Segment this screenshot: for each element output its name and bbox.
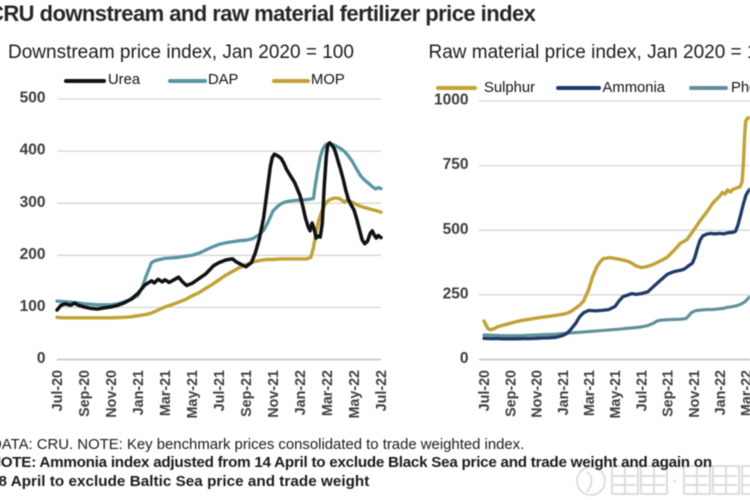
svg-text:Jul-20: Jul-20 (477, 370, 493, 411)
svg-text:Nov-21: Nov-21 (266, 370, 282, 418)
svg-text:100: 100 (20, 298, 46, 315)
svg-text:300: 300 (20, 194, 46, 211)
svg-text:May-22: May-22 (347, 370, 363, 419)
svg-text:Jan-22: Jan-22 (713, 370, 729, 415)
svg-text:Mar-21: Mar-21 (582, 370, 598, 416)
svg-text:Sep-20: Sep-20 (503, 370, 519, 417)
svg-text:Nov-20: Nov-20 (104, 370, 120, 418)
svg-text:750: 750 (443, 156, 469, 173)
svg-text:Jul-22: Jul-22 (374, 370, 390, 411)
svg-text:500: 500 (443, 221, 469, 238)
svg-text:400: 400 (20, 142, 46, 159)
svg-text:May-21: May-21 (185, 370, 201, 419)
svg-text:Sep-20: Sep-20 (77, 370, 93, 417)
svg-text:Mar-21: Mar-21 (158, 370, 174, 416)
svg-text:Jan-21: Jan-21 (556, 370, 572, 415)
svg-text:Jan-21: Jan-21 (131, 370, 147, 415)
svg-text:Sep-21: Sep-21 (661, 370, 677, 417)
svg-text:Mar-22: Mar-22 (320, 370, 336, 416)
svg-text:Jul-21: Jul-21 (634, 370, 650, 411)
svg-text:Sep-21: Sep-21 (239, 370, 255, 417)
svg-text:Mar-22: Mar-22 (739, 370, 750, 416)
svg-text:1000: 1000 (434, 92, 468, 109)
svg-text:200: 200 (20, 246, 46, 263)
svg-text:Jul-21: Jul-21 (212, 370, 228, 411)
svg-text:Nov-20: Nov-20 (530, 370, 546, 418)
svg-text:0: 0 (460, 350, 469, 367)
svg-text:Jan-22: Jan-22 (293, 370, 309, 415)
svg-text:Nov-21: Nov-21 (687, 370, 703, 418)
svg-text:500: 500 (20, 90, 46, 107)
svg-text:0: 0 (37, 350, 46, 367)
svg-text:May-21: May-21 (608, 370, 624, 419)
svg-text:Jul-20: Jul-20 (50, 370, 66, 411)
svg-text:250: 250 (443, 286, 469, 303)
